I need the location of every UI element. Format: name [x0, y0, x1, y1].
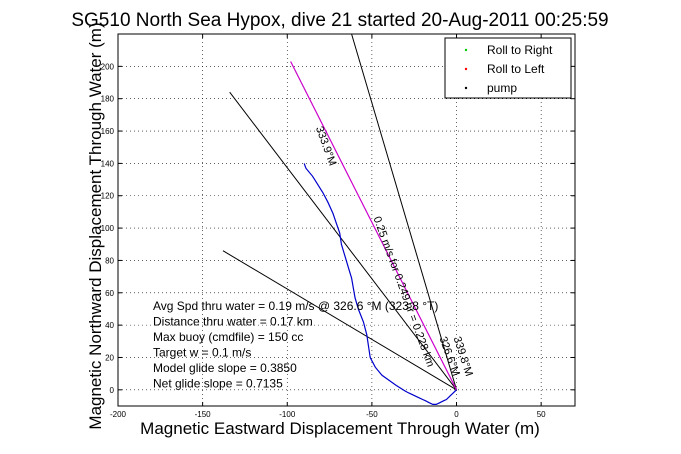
- heading-label: 0.25 m/s for 0.249 hr = 0.228 km: [371, 215, 437, 369]
- annotation-block: Avg Spd thru water = 0.19 m/s @ 326.6 °M…: [153, 299, 438, 391]
- x-tick-label: -50: [366, 410, 378, 419]
- heading-line: [351, 33, 457, 390]
- x-tick-label: 50: [537, 410, 546, 419]
- legend-label: Roll to Left: [487, 62, 545, 76]
- plot-frame: [117, 33, 576, 407]
- track-layer: [303, 163, 457, 405]
- rotated-labels: 333.9°M0.25 m/s for 0.249 hr = 0.228 km 3…: [313, 125, 475, 378]
- annotation-line: Max buoy (cmdfile) = 150 cc: [153, 330, 303, 344]
- x-tick-label: -200: [110, 410, 127, 419]
- legend-marker: [464, 48, 468, 52]
- heading-line: [222, 250, 457, 391]
- y-tick-label: 100: [101, 224, 115, 233]
- ctd-line: [290, 61, 458, 391]
- chart-title: SG510 North Sea Hypox, dive 21 started 2…: [71, 10, 608, 31]
- y-tick-label: 60: [105, 289, 114, 298]
- annotation-line: Target w = 0.1 m/s: [153, 346, 251, 360]
- y-tick-label: 200: [101, 62, 115, 71]
- guide-lines: [222, 33, 458, 391]
- y-tick-label: 180: [101, 95, 115, 104]
- legend-label: Roll to Right: [487, 43, 553, 57]
- y-tick-label: 40: [105, 321, 114, 330]
- x-axis-label: Magnetic Eastward Displacement Through W…: [140, 419, 540, 438]
- legend-items: Roll to Right Roll to Left pump: [464, 43, 553, 95]
- annotation-line: Model glide slope = 0.3850: [153, 361, 297, 375]
- legend-label: pump: [487, 81, 517, 95]
- y-tick-label: 0: [110, 386, 115, 395]
- heading-line: [229, 91, 457, 391]
- legend: Roll to Right Roll to Left pump: [444, 37, 572, 99]
- annotation-line: Distance thru water = 0.17 km: [153, 315, 313, 329]
- dive-track: [303, 163, 457, 405]
- y-tick-label: 20: [105, 353, 114, 362]
- x-tick-label: -100: [279, 410, 296, 419]
- axis-ticks: -200 -150 -100 -50 0 50 0 20 40 60 80 100 120 140 160 1…: [101, 34, 575, 419]
- annotation-line: Net glide slope = 0.7135: [153, 377, 283, 391]
- x-tick-label: -150: [195, 410, 212, 419]
- y-tick-label: 80: [105, 256, 114, 265]
- y-tick-label: 160: [101, 127, 115, 136]
- y-axis-label: Magnetic Northward Displacement Through …: [86, 22, 105, 429]
- legend-marker: [464, 86, 468, 90]
- y-tick-label: 140: [101, 159, 115, 168]
- x-tick-label: 0: [454, 410, 459, 419]
- legend-marker: [464, 67, 468, 71]
- annotation-line: Avg Spd thru water = 0.19 m/s @ 326.6 °M…: [153, 299, 438, 313]
- y-tick-label: 120: [101, 192, 115, 201]
